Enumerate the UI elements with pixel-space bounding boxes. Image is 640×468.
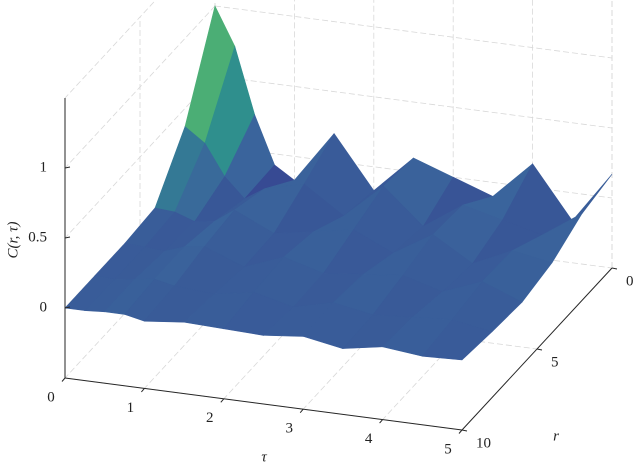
x-tick <box>299 408 304 414</box>
x-tick-label: 1 <box>127 400 135 416</box>
y-tick-label: 5 <box>551 354 559 370</box>
x-tick-label: 5 <box>444 441 452 457</box>
x-tick-label: 2 <box>206 410 214 426</box>
y-tick-label: 10 <box>476 435 491 451</box>
z-tick-label: 1 <box>40 159 48 175</box>
x-tick <box>379 419 383 424</box>
grid-line <box>214 5 613 59</box>
x-tick-label: 3 <box>285 421 293 437</box>
x-tick <box>220 398 225 403</box>
z-tick <box>64 306 71 309</box>
x-tick-label: 4 <box>365 431 373 447</box>
y-tick-label: 0 <box>626 273 634 289</box>
x-axis <box>64 377 463 431</box>
x-tick <box>458 429 463 434</box>
z-tick-label: 0 <box>40 299 48 315</box>
x-tick <box>61 377 66 382</box>
z-tick-label: 0.5 <box>28 229 47 245</box>
y-tick <box>461 429 468 432</box>
z-axis-label: C(r, τ) <box>5 221 21 258</box>
x-axis-label: τ <box>261 449 267 465</box>
x-tick <box>141 388 145 393</box>
box-edge <box>64 0 157 99</box>
x-tick-label: 0 <box>47 389 55 405</box>
z-tick <box>64 166 71 169</box>
y-axis-label: r <box>553 428 559 444</box>
grid-line <box>214 75 613 129</box>
surface-patch <box>421 319 493 361</box>
y-tick <box>536 348 543 351</box>
y-tick <box>611 267 618 270</box>
z-tick <box>64 236 71 239</box>
